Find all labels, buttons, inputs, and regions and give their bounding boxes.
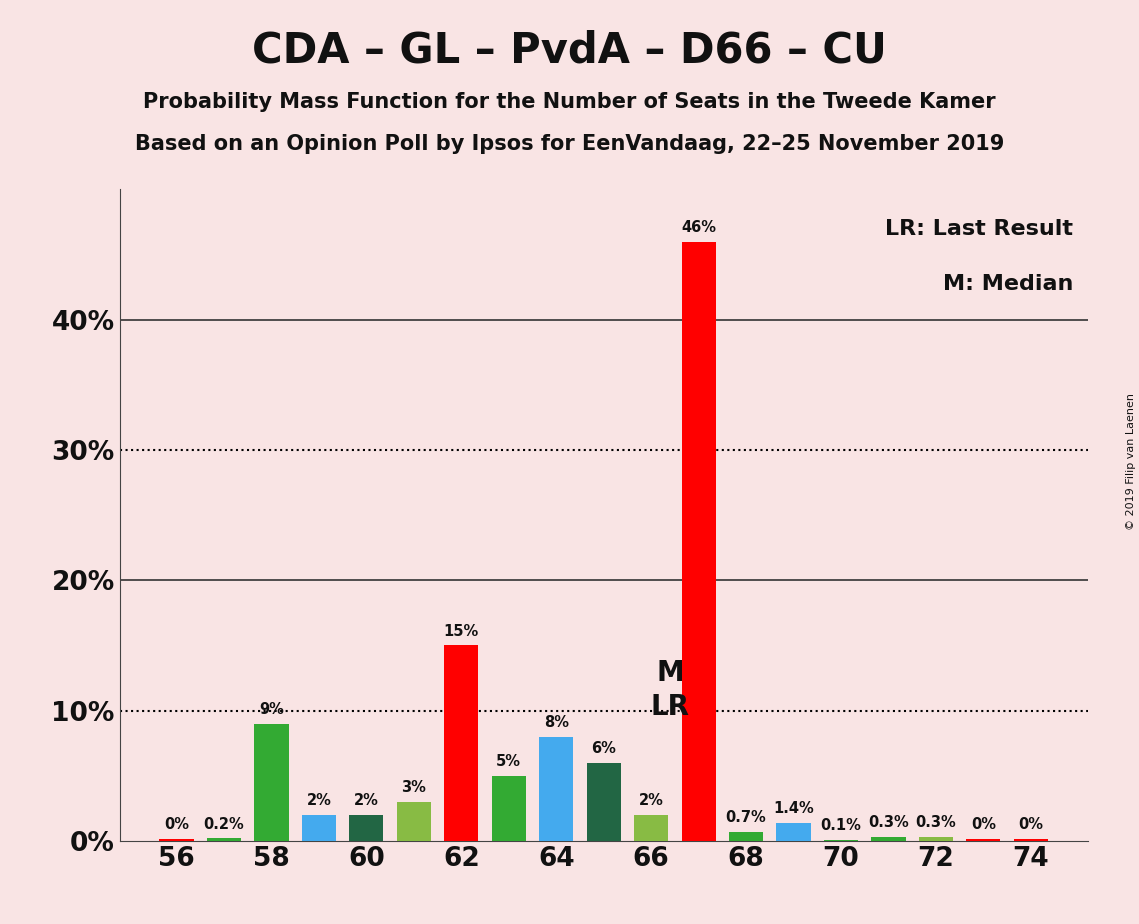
Text: LR: LR (650, 693, 689, 721)
Bar (396, 802, 431, 841)
Bar (823, 840, 858, 841)
Text: 0.3%: 0.3% (868, 815, 909, 831)
Text: 9%: 9% (259, 702, 284, 717)
Bar (587, 762, 621, 841)
Text: 8%: 8% (543, 715, 568, 730)
Text: 1.4%: 1.4% (773, 801, 814, 816)
Bar (539, 736, 573, 841)
Text: 5%: 5% (497, 754, 522, 769)
Text: 0.2%: 0.2% (204, 817, 245, 832)
Text: 0.7%: 0.7% (726, 810, 767, 825)
Bar (444, 645, 478, 841)
Text: Based on an Opinion Poll by Ipsos for EenVandaag, 22–25 November 2019: Based on an Opinion Poll by Ipsos for Ee… (134, 134, 1005, 154)
Bar (871, 837, 906, 841)
Text: 0.1%: 0.1% (820, 818, 861, 833)
Text: M: Median: M: Median (943, 274, 1073, 294)
Text: CDA – GL – PvdA – D66 – CU: CDA – GL – PvdA – D66 – CU (252, 30, 887, 71)
Bar (729, 832, 763, 841)
Text: 0%: 0% (164, 817, 189, 832)
Bar (681, 241, 715, 841)
Bar (777, 822, 811, 841)
Bar (254, 723, 288, 841)
Text: 2%: 2% (639, 794, 664, 808)
Bar (207, 838, 241, 841)
Text: 0.3%: 0.3% (916, 815, 957, 831)
Bar (159, 839, 194, 841)
Text: © 2019 Filip van Laenen: © 2019 Filip van Laenen (1126, 394, 1136, 530)
Text: 0%: 0% (1018, 817, 1043, 832)
Bar (966, 839, 1000, 841)
Text: 15%: 15% (444, 624, 478, 638)
Bar (1014, 839, 1048, 841)
Text: Probability Mass Function for the Number of Seats in the Tweede Kamer: Probability Mass Function for the Number… (144, 92, 995, 113)
Bar (919, 837, 953, 841)
Bar (350, 815, 384, 841)
Text: 6%: 6% (591, 741, 616, 756)
Text: M: M (656, 659, 683, 687)
Bar (492, 776, 526, 841)
Text: LR: Last Result: LR: Last Result (885, 219, 1073, 238)
Text: 46%: 46% (681, 220, 716, 235)
Bar (634, 815, 669, 841)
Text: 2%: 2% (354, 794, 379, 808)
Text: 3%: 3% (401, 780, 426, 796)
Text: 2%: 2% (306, 794, 331, 808)
Text: 0%: 0% (970, 817, 995, 832)
Bar (302, 815, 336, 841)
